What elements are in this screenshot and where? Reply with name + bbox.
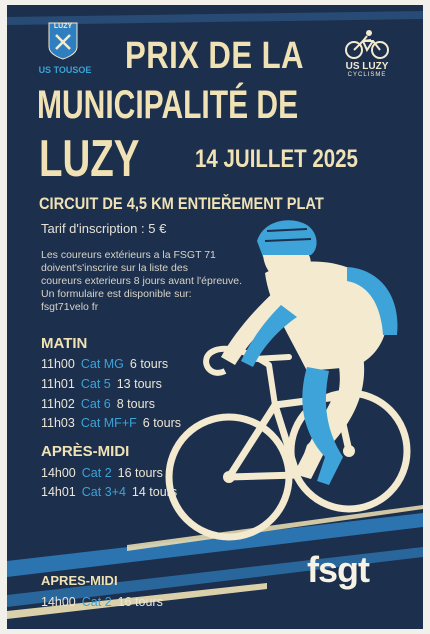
race-laps: 14 tours [131,485,178,499]
race-time: 14h00 [41,466,76,480]
race-category: Cat MF+F [80,416,137,430]
event-date: 14 JUILLET 2025 [195,145,358,173]
club-crest-text: LUZY [53,23,73,30]
race-row: 11h03 Cat MF+F 6 tours [41,416,181,430]
race-laps: 13 tours [116,377,162,391]
club-crest-icon [48,22,78,60]
club-right-label: US LUZY CYCLISME [337,61,397,78]
race-time: 11h00 [41,357,75,371]
entry-fee: Tarif d'inscription : 5 € [41,221,167,236]
race-laps: 6 tours [142,416,181,430]
race-category: Cat 2 [81,595,112,609]
section-heading-apres-midi-2: APRES-MIDI [41,573,118,588]
race-time: 11h02 [41,397,75,411]
note-line: Les coureurs extérieurs a la FSGT 71 [41,249,216,261]
section-heading-matin: MATIN [41,335,88,352]
race-laps: 6 tours [129,357,169,371]
race-laps: 8 tours [116,397,155,411]
race-time: 14h01 [41,485,76,499]
note-line: Un formulaire est disponible sur: [41,288,192,300]
race-laps: 16 tours [117,595,163,609]
fsgt-logo: fsgt [307,549,370,590]
race-row: 14h01 Cat 3+4 14 tours [41,485,177,499]
race-time: 11h03 [41,416,75,430]
cyclist-logo-icon [345,30,389,59]
note-line: coureurs exterieurs 8 jours avant l'épre… [41,275,243,287]
race-row: 14h00 Cat 2 16 tours [41,595,163,609]
registration-note: Les coureurs extérieurs a la FSGT 71 doi… [41,249,286,314]
cyclist-illustration [7,11,423,619]
race-time: 14h00 [41,595,76,609]
race-row: 14h00 Cat 2 16 tours [41,466,163,480]
club-right-sub: CYCLISME [347,72,387,78]
race-row: 11h00 Cat MG 6 tours [41,357,168,371]
race-category: Cat 2 [81,466,112,480]
race-time: 11h01 [41,377,75,391]
title-line-2: MUNICIPALITÉ DE [37,83,299,127]
poster: LUZY US TOUSOE US LUZY CYCLISME PRIX DE … [7,5,423,629]
note-line: doivent's'inscrire sur la liste des [41,262,188,274]
race-category: Cat MG [80,357,124,371]
club-right-name: US LUZY [345,61,389,72]
note-line: fsgt71velo fr [41,301,99,313]
race-category: Cat 5 [80,377,111,391]
club-left-name: US TOUSOE [38,65,92,75]
race-category: Cat 3+4 [81,485,126,499]
title-line-3: LUZY [39,130,140,188]
race-row: 11h01 Cat 5 13 tours [41,377,162,391]
race-category: Cat 6 [80,397,111,411]
circuit-info: CIRCUIT DE 4,5 KM ENTIEŘEMENT PLAT [39,194,324,213]
race-laps: 16 tours [117,466,163,480]
race-row: 11h02 Cat 6 8 tours [41,397,155,411]
section-heading-apres-midi: APRÈS-MIDI [41,443,130,460]
title-line-1: PRIX DE LA [125,35,304,77]
